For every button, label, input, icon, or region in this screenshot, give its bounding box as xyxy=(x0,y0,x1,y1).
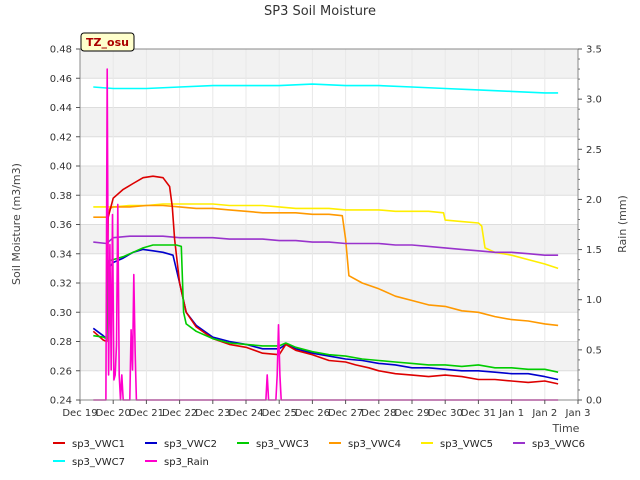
y2-tick-label: 0.0 xyxy=(586,396,602,407)
x-tick-label: Dec 19 xyxy=(62,408,97,419)
x-tick-label: Jan 1 xyxy=(498,408,524,419)
y-tick-label: 0.34 xyxy=(50,249,72,260)
y-tick-label: 0.38 xyxy=(50,191,72,202)
x-tick-label: Dec 21 xyxy=(129,408,164,419)
x-tick-label: Dec 20 xyxy=(96,408,131,419)
y2-tick-label: 2.5 xyxy=(586,145,602,156)
series-line-sp3-vwc7 xyxy=(93,83,559,94)
y-tick-label: 0.40 xyxy=(50,162,72,173)
y-tick-label: 0.30 xyxy=(50,308,72,319)
legend-label: sp3_Rain xyxy=(164,457,209,468)
y2-tick-label: 1.5 xyxy=(586,245,602,256)
y2-tick-label: 2.0 xyxy=(586,195,602,206)
x-tick-label: Dec 23 xyxy=(195,408,230,419)
y2-tick-label: 1.0 xyxy=(586,295,602,306)
plot-band xyxy=(80,253,578,283)
y2-tick-label: 3.5 xyxy=(586,45,602,56)
legend-item: sp3_VWC6 xyxy=(513,439,585,450)
plot-band xyxy=(80,107,578,137)
series-line-sp3-vwc5 xyxy=(93,203,559,270)
legend-label: sp3_VWC5 xyxy=(440,439,493,450)
plot-band xyxy=(80,370,578,400)
plot-band xyxy=(80,195,578,225)
plot-band xyxy=(80,136,578,166)
y-axis-ticks: 0.24 0.26 0.28 0.30 0.32 0.34 0.36 0.38 0.40 0.42… xyxy=(50,45,80,407)
legend-label: sp3_VWC1 xyxy=(72,439,125,450)
badge-label: TZ_osu xyxy=(86,36,129,49)
x-tick-label: Dec 27 xyxy=(328,408,363,419)
x-tick-label: Dec 30 xyxy=(428,408,463,419)
y2-axis-ticks: 0.0 0.5 1.0 1.5 2.0 2.5 3.0 3.5 xyxy=(578,45,602,407)
legend: sp3_VWC1 sp3_VWC2 sp3_VWC3 sp3_VWC4 sp3_VWC5… xyxy=(53,439,585,468)
plot-band xyxy=(80,166,578,196)
legend-label: sp3_VWC3 xyxy=(256,439,309,450)
x-tick-label: Dec 24 xyxy=(228,408,263,419)
badge-box xyxy=(80,32,135,52)
plot-band xyxy=(80,49,578,79)
x-tick-label: Dec 28 xyxy=(361,408,396,419)
series-line-sp3-vwc1 xyxy=(92,175,559,385)
plot-band xyxy=(80,224,578,254)
series-line-sp3-rain xyxy=(93,68,559,401)
legend-item: sp3_Rain xyxy=(145,457,209,468)
plot-background xyxy=(80,49,578,400)
y-tick-label: 0.36 xyxy=(50,220,72,231)
legend-item: sp3_VWC2 xyxy=(145,439,217,450)
y-axis-label: Soil Moisture (m3/m3) xyxy=(10,163,23,285)
x-axis-label: Time xyxy=(552,422,580,435)
legend-item: sp3_VWC5 xyxy=(421,439,493,450)
y2-axis-label: Rain (mm) xyxy=(616,195,629,253)
legend-label: sp3_VWC4 xyxy=(348,439,401,450)
x-tick-label: Jan 2 xyxy=(531,408,557,419)
legend-label: sp3_VWC7 xyxy=(72,457,125,468)
chart-title: SP3 Soil Moisture xyxy=(264,4,376,19)
x-tick-label: Jan 3 xyxy=(565,408,591,419)
series-line-sp3-vwc6 xyxy=(93,235,559,256)
badge: TZ_osu xyxy=(80,32,135,52)
x-tick-label: Dec 26 xyxy=(295,408,330,419)
y-tick-label: 0.46 xyxy=(50,74,72,85)
plot-band xyxy=(80,283,578,313)
series-line-sp3-vwc3 xyxy=(93,244,559,373)
y-tick-label: 0.32 xyxy=(50,279,72,290)
y-tick-label: 0.26 xyxy=(50,366,72,377)
series-layer xyxy=(92,68,559,401)
x-tick-label: Dec 22 xyxy=(162,408,197,419)
x-tick-label: Dec 25 xyxy=(262,408,297,419)
y2-tick-label: 0.5 xyxy=(586,345,602,356)
legend-item: sp3_VWC4 xyxy=(329,439,401,450)
legend-item: sp3_VWC3 xyxy=(237,439,309,450)
plot-band xyxy=(80,78,578,108)
y-tick-label: 0.44 xyxy=(50,103,72,114)
legend-label: sp3_VWC6 xyxy=(532,439,585,450)
y-tick-label: 0.24 xyxy=(50,396,72,407)
plot-band xyxy=(80,312,578,342)
legend-item: sp3_VWC1 xyxy=(53,439,125,450)
x-tick-label: Dec 31 xyxy=(461,408,496,419)
y2-tick-label: 3.0 xyxy=(586,95,602,106)
series-line-sp3-vwc4 xyxy=(93,204,559,327)
legend-item: sp3_VWC7 xyxy=(53,457,125,468)
y-tick-label: 0.28 xyxy=(50,337,72,348)
y-tick-label: 0.48 xyxy=(50,45,72,56)
y-tick-label: 0.42 xyxy=(50,132,72,143)
x-tick-label: Dec 29 xyxy=(394,408,429,419)
legend-label: sp3_VWC2 xyxy=(164,439,217,450)
